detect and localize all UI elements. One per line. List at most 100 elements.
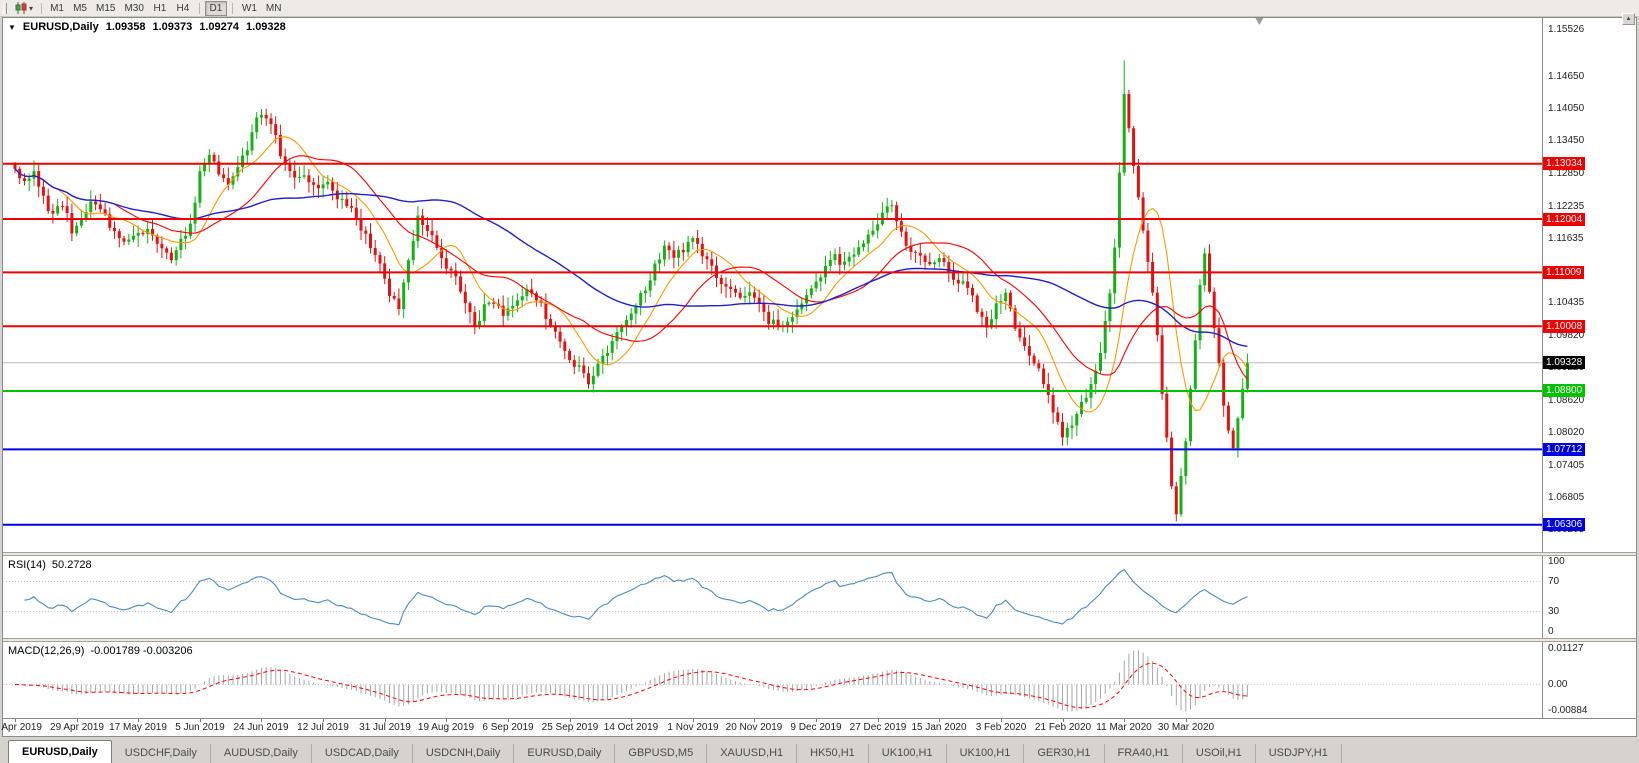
date-tick [138,719,139,722]
price-chart-canvas[interactable]: ▼ EURUSD,Daily 1.09358 1.09373 1.09274 1… [3,18,1542,552]
date-label: 31 Jul 2019 [359,722,411,733]
timeframe-button-m30[interactable]: M30 [120,1,147,16]
price-axis-label: 1.07405 [1548,460,1585,471]
timeframe-button-m15[interactable]: M15 [92,1,119,16]
price-axis-label: 1.08620 [1548,395,1585,406]
macd-histogram [19,650,1248,712]
date-label: 30 Mar 2020 [1157,722,1215,733]
date-tick [77,719,78,722]
level-price-label: 1.12004 [1543,213,1586,226]
level-price-label: 1.07712 [1543,443,1586,456]
timeframe-button-m5[interactable]: M5 [69,1,91,16]
date-label: 29 Apr 2019 [50,722,104,733]
rsi-line [24,568,1248,626]
chart-tab-ger30-h1[interactable]: GER30,H1 [1024,744,1105,763]
chart-tab-usdcad-daily[interactable]: USDCAD,Daily [312,744,413,763]
sma-55-line [14,168,1248,347]
chevron-down-icon: ▾ [29,3,34,13]
chart-tab-usoil-h1[interactable]: USOil,H1 [1183,744,1256,763]
chart-tab-xauusd-h1[interactable]: XAUUSD,H1 [707,744,798,763]
date-tick [261,719,262,722]
date-label: 17 May 2019 [109,722,167,733]
date-label: 11 Mar 2020 [1096,722,1152,733]
pane-splitter[interactable] [3,552,1636,556]
date-axis[interactable]: 10 Apr 2019 29 Apr 2019 17 May 2019 5 Jun 2… [0,718,1636,736]
macd-values: -0.001789 -0.003206 [90,645,193,657]
rsi-axis-label: 0 [1548,626,1554,637]
macd-chart-canvas[interactable]: MACD(12,26,9) -0.001789 -0.003206 [3,642,1542,718]
chart-tab-usdcnh-daily[interactable]: USDCNH,Daily [413,744,515,763]
chart-tab-uk100-h1[interactable]: UK100,H1 [869,744,947,763]
price-axis-label: 1.12850 [1548,168,1585,179]
chart-tab-eurusd-daily[interactable]: EURUSD,Daily [8,740,112,763]
level-price-label: 1.13034 [1543,157,1586,170]
timeframe-button-mn[interactable]: MN [262,1,286,16]
date-tick [693,719,694,722]
low-value: 1.09274 [199,21,240,33]
rsi-name: RSI(14) [8,559,46,571]
macd-axis[interactable]: 0.01127 0.00 -0.00884 [1542,642,1636,718]
rsi-label: RSI(14) 50.2728 [8,559,92,571]
rsi-axis-label: 30 [1548,606,1560,617]
date-tick [1001,719,1002,722]
candles [13,60,1249,522]
chart-tab-fra40-h1[interactable]: FRA40,H1 [1105,744,1183,763]
macd-svg [3,650,1542,712]
chart-type-button[interactable]: ▾ [11,1,37,16]
date-label: 27 Dec 2019 [849,722,907,733]
macd-pane: MACD(12,26,9) -0.001789 -0.003206 0.0112… [3,642,1636,718]
chart-tab-gbpusd-m5[interactable]: GBPUSD,M5 [615,744,708,763]
rsi-axis-label: 70 [1548,576,1560,587]
date-tick [631,719,632,722]
price-axis-label: 1.09820 [1548,330,1585,341]
macd-name: MACD(12,26,9) [8,645,85,657]
macd-axis-label: 0.00 [1548,679,1568,690]
price-axis-label: 1.12235 [1548,201,1585,212]
macd-label: MACD(12,26,9) -0.001789 -0.003206 [8,645,193,657]
level-price-label: 1.10008 [1543,320,1586,333]
price-axis-label: 1.15526 [1548,24,1585,35]
timeframe-button-m1[interactable]: M1 [46,1,68,16]
candlestick-chart-icon [15,2,27,14]
macd-signal-line [14,662,1248,709]
timeframe-button-h4[interactable]: H4 [172,1,194,16]
toolbar-drag-handle[interactable] [3,2,7,14]
timeframe-button-h1[interactable]: H1 [149,1,171,16]
timeframe-group: M1 M5 M15 M30 H1 H4 D1 W1 MN [46,0,286,16]
chart-tab-hk50-h1[interactable]: HK50,H1 [797,744,869,763]
price-pane: ▼ EURUSD,Daily 1.09358 1.09373 1.09274 1… [3,18,1636,552]
scroll-up-button[interactable]: ▲ [1622,13,1635,25]
rsi-pane: RSI(14) 50.2728 100 70 30 0 [3,556,1636,638]
toolbar-separator [41,2,43,14]
date-tick [816,719,817,722]
pane-splitter[interactable] [3,638,1636,642]
date-tick [878,719,879,722]
timeframe-button-d1[interactable]: D1 [204,0,227,16]
close-value: 1.09328 [246,21,286,33]
level-price-label: 1.06306 [1543,518,1586,531]
date-label: 10 Apr 2019 [0,722,42,733]
chart-tab-eurusd-daily-2[interactable]: EURUSD,Daily [514,744,616,763]
timeframe-button-w1[interactable]: W1 [238,1,261,16]
toolbar-separator [231,2,233,14]
chart-tab-uk100-h1-2[interactable]: UK100,H1 [947,744,1025,763]
date-tick [1063,719,1064,722]
price-axis-label: 1.10435 [1548,297,1585,308]
date-label: 9 Dec 2019 [790,722,842,733]
toolbar: ▾ M1 M5 M15 M30 H1 H4 D1 W1 MN [0,0,1639,17]
chart-tab-audusd-daily[interactable]: AUDUSD,Daily [211,744,312,763]
toolbar-separator [198,2,200,14]
window-marker-icon: ▼ [8,23,16,32]
chart-shift-marker [1255,18,1264,25]
rsi-chart-canvas[interactable]: RSI(14) 50.2728 [3,556,1542,638]
price-axis[interactable]: 1.15526 1.14650 1.14050 1.13450 1.12850 1.122… [1542,18,1636,552]
symbol-period-label: EURUSD,Daily [22,21,99,33]
chart-tab-usdjpy-h1[interactable]: USDJPY,H1 [1256,744,1342,763]
date-tick [15,719,16,722]
level-price-label: 1.08800 [1543,384,1586,397]
rsi-svg [3,568,1542,626]
rsi-axis-label: 100 [1548,556,1565,567]
rsi-axis[interactable]: 100 70 30 0 [1542,556,1636,638]
chart-tab-usdchf-daily[interactable]: USDCHF,Daily [112,744,211,763]
chart-window: ▼ EURUSD,Daily 1.09358 1.09373 1.09274 1… [0,17,1637,737]
